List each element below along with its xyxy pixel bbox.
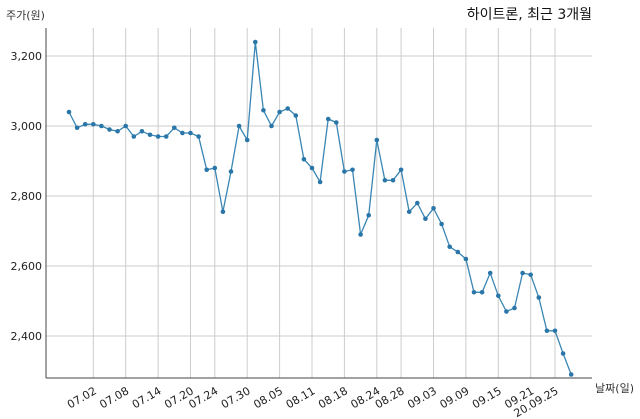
data-point	[398, 167, 404, 173]
data-point	[301, 156, 307, 162]
x-tick-label: 09.09	[438, 384, 472, 411]
data-point	[269, 123, 274, 129]
y-tick-labels: 2,400 2,600 2,800 3,000 3,200	[11, 50, 43, 343]
x-tick-label: 09.03	[405, 384, 439, 411]
chart-title: 하이트론, 최근 3개월	[467, 7, 592, 23]
y-tick-label: 2,800	[11, 190, 43, 203]
data-point	[496, 293, 501, 299]
x-tick-label: 08.11	[284, 384, 318, 411]
x-tick-label: 07.08	[97, 384, 131, 411]
data-point	[253, 39, 258, 45]
data-point	[382, 177, 388, 183]
data-point	[317, 179, 323, 185]
data-point	[358, 232, 363, 237]
series-line	[68, 41, 572, 375]
data-point	[504, 309, 509, 314]
data-points	[66, 39, 574, 377]
x-tick-label: 07.30	[219, 384, 253, 411]
data-point	[406, 209, 412, 215]
data-point	[91, 121, 96, 127]
data-point	[172, 125, 177, 131]
data-point	[520, 270, 525, 276]
data-point	[163, 134, 169, 139]
data-point	[204, 167, 209, 173]
y-tick-label: 2,400	[11, 330, 43, 343]
data-point	[99, 123, 104, 129]
data-point	[196, 134, 201, 139]
data-point	[180, 130, 185, 136]
data-point	[115, 128, 120, 134]
y-axis-label: 주가(원)	[6, 9, 45, 22]
data-point	[512, 305, 517, 311]
data-point	[423, 216, 428, 222]
data-point	[552, 328, 558, 334]
data-point	[479, 289, 485, 295]
data-point	[390, 177, 396, 183]
data-point	[220, 209, 226, 215]
data-point	[568, 372, 574, 377]
x-tick-label: 08.05	[251, 384, 285, 411]
data-point	[123, 123, 128, 129]
data-point	[455, 249, 461, 255]
data-point	[188, 130, 193, 136]
x-axis-label: 날짜(일)	[595, 381, 634, 395]
x-tick-labels: 07.0207.0807.1407.2007.2407.3008.0508.11…	[65, 384, 560, 419]
data-point	[487, 270, 493, 276]
y-tick-label: 2,600	[11, 260, 43, 273]
data-point	[147, 132, 153, 138]
data-point	[471, 289, 477, 295]
data-point	[285, 106, 291, 111]
data-point	[528, 272, 533, 278]
y-tick-label: 3,000	[11, 120, 43, 133]
data-point	[431, 205, 436, 211]
data-point	[309, 165, 315, 171]
data-point	[325, 116, 331, 122]
data-point	[350, 167, 355, 173]
data-point	[544, 328, 550, 334]
x-tick-label: 08.18	[316, 384, 350, 411]
data-point	[334, 120, 339, 125]
data-point	[236, 123, 242, 129]
data-point	[228, 169, 234, 174]
data-point	[261, 107, 266, 113]
data-point	[415, 200, 420, 206]
grid	[46, 28, 592, 378]
data-point	[212, 165, 218, 171]
data-point	[277, 109, 282, 115]
data-point	[366, 212, 372, 218]
data-point	[155, 134, 161, 139]
x-tick-label: 07.02	[65, 384, 99, 411]
data-point	[107, 127, 112, 132]
data-point	[536, 295, 542, 300]
data-point	[82, 121, 88, 127]
data-point	[560, 351, 566, 356]
data-point	[447, 244, 453, 250]
data-point	[131, 134, 137, 139]
data-point	[342, 169, 347, 174]
data-point	[66, 109, 72, 115]
x-tick-label: 09.15	[470, 384, 504, 411]
data-point	[463, 256, 469, 262]
data-point	[139, 128, 145, 134]
data-point	[244, 137, 250, 143]
data-point	[74, 125, 80, 131]
x-tick-label: 07.14	[130, 384, 164, 411]
data-point	[293, 113, 299, 118]
axes	[45, 28, 592, 379]
y-tick-label: 3,200	[11, 50, 43, 63]
data-point	[439, 221, 444, 227]
data-point	[374, 137, 380, 143]
